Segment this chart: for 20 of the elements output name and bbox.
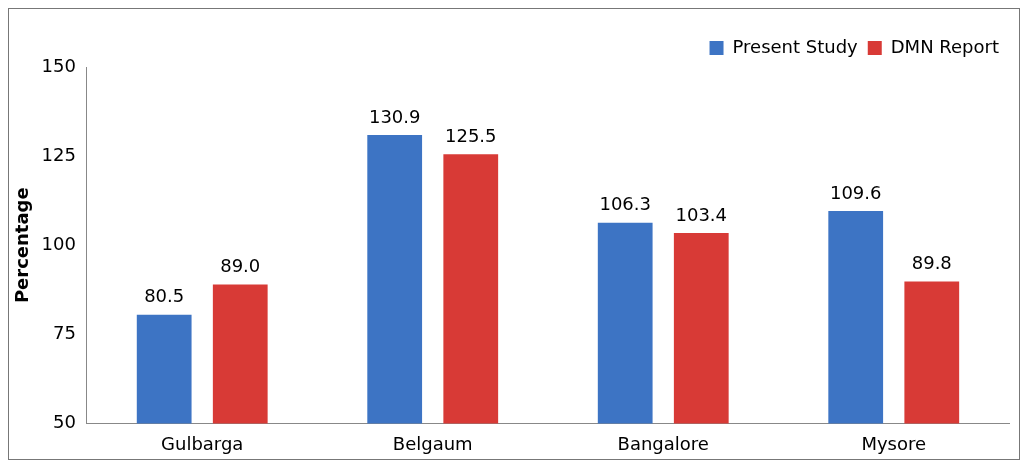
y-tick-label: 50: [53, 411, 76, 433]
text: 125.5: [444, 124, 497, 146]
x-tick-label: Bangalore: [617, 432, 709, 454]
text: 103.4: [675, 203, 728, 225]
text: 89.0: [220, 255, 261, 277]
x-tick-label: Mysore: [861, 432, 927, 454]
y-axis-title: Percentage: [11, 187, 33, 304]
text: 80.5: [144, 285, 185, 307]
x-tick-label: Belgaum: [392, 432, 473, 454]
y-tick-label: 75: [53, 321, 76, 343]
y-tick-label: 125: [41, 143, 76, 165]
y-tick-label: 100: [41, 232, 76, 254]
text: 109.6: [829, 181, 882, 203]
text: 130.9: [368, 105, 421, 127]
text: 89.8: [911, 252, 952, 274]
text: 106.3: [599, 193, 651, 215]
x-tick-label: Gulbarga: [161, 432, 244, 454]
legend-label: Present Study: [732, 35, 859, 57]
y-tick-label: 150: [41, 54, 76, 76]
legend-label: DMN Report: [890, 35, 999, 57]
